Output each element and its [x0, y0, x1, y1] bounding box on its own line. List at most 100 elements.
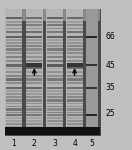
- Bar: [47, 45, 63, 47]
- Bar: [47, 126, 63, 128]
- Bar: [26, 75, 42, 77]
- Bar: [47, 39, 63, 40]
- Bar: [6, 27, 22, 29]
- Bar: [6, 56, 22, 58]
- Bar: [47, 52, 63, 54]
- Bar: [5, 127, 100, 135]
- Bar: [67, 27, 83, 29]
- Bar: [67, 63, 83, 68]
- Bar: [6, 126, 22, 128]
- Text: 5: 5: [89, 140, 94, 148]
- Bar: [67, 56, 83, 58]
- Bar: [47, 36, 63, 38]
- Bar: [47, 93, 63, 95]
- Bar: [26, 114, 42, 116]
- Bar: [67, 120, 83, 122]
- Bar: [26, 24, 42, 26]
- Bar: [67, 21, 83, 22]
- Bar: [67, 60, 83, 62]
- Bar: [6, 68, 22, 69]
- Bar: [67, 39, 83, 40]
- Bar: [67, 112, 83, 113]
- Bar: [67, 42, 83, 44]
- Bar: [26, 112, 42, 113]
- Bar: [26, 82, 42, 84]
- Bar: [47, 56, 63, 58]
- Bar: [26, 63, 42, 68]
- Bar: [67, 31, 83, 33]
- Bar: [67, 78, 83, 81]
- Bar: [47, 48, 63, 51]
- Bar: [6, 39, 22, 40]
- Bar: [26, 21, 42, 22]
- Bar: [26, 126, 42, 128]
- Bar: [26, 108, 42, 111]
- Bar: [6, 99, 22, 102]
- Bar: [66, 9, 83, 134]
- Bar: [26, 129, 42, 130]
- Bar: [67, 36, 83, 38]
- Bar: [6, 82, 22, 84]
- Bar: [6, 52, 22, 54]
- Bar: [67, 75, 83, 77]
- Bar: [47, 31, 63, 33]
- Bar: [47, 129, 63, 130]
- Bar: [86, 64, 97, 66]
- Bar: [26, 96, 42, 98]
- Bar: [47, 68, 63, 69]
- Bar: [67, 99, 83, 102]
- Text: 25: 25: [106, 110, 115, 118]
- Bar: [26, 48, 42, 51]
- Bar: [67, 108, 83, 111]
- Bar: [6, 21, 22, 22]
- Bar: [26, 71, 42, 73]
- Bar: [47, 108, 63, 111]
- Bar: [26, 36, 42, 38]
- Bar: [26, 52, 42, 54]
- Bar: [67, 129, 83, 130]
- Bar: [6, 24, 22, 26]
- Bar: [6, 93, 22, 95]
- Bar: [26, 93, 42, 95]
- Bar: [6, 103, 22, 104]
- Bar: [5, 9, 22, 134]
- Bar: [47, 82, 63, 84]
- Bar: [26, 117, 42, 118]
- Bar: [47, 42, 63, 44]
- Bar: [6, 48, 22, 51]
- Text: 66: 66: [106, 32, 115, 41]
- Bar: [6, 106, 22, 107]
- Bar: [6, 90, 22, 92]
- Bar: [6, 36, 22, 38]
- Bar: [26, 45, 42, 47]
- Bar: [47, 87, 63, 89]
- Bar: [26, 99, 42, 102]
- Bar: [26, 56, 42, 58]
- Bar: [6, 96, 22, 98]
- Bar: [47, 117, 63, 118]
- Bar: [47, 90, 63, 92]
- Bar: [47, 60, 63, 62]
- Bar: [26, 120, 42, 122]
- Bar: [47, 106, 63, 107]
- Bar: [67, 82, 83, 84]
- Bar: [6, 120, 22, 122]
- Bar: [26, 123, 42, 125]
- Bar: [47, 96, 63, 98]
- Bar: [67, 106, 83, 107]
- Bar: [47, 112, 63, 113]
- Bar: [47, 99, 63, 102]
- Bar: [26, 103, 42, 104]
- Bar: [67, 96, 83, 98]
- Bar: [47, 103, 63, 104]
- Bar: [26, 17, 42, 19]
- Bar: [67, 67, 83, 69]
- Bar: [47, 64, 63, 67]
- Bar: [47, 17, 63, 19]
- Text: 4: 4: [72, 140, 77, 148]
- Bar: [26, 60, 42, 62]
- Text: 45: 45: [106, 61, 115, 70]
- Bar: [86, 9, 98, 134]
- Bar: [67, 126, 83, 128]
- Bar: [47, 120, 63, 122]
